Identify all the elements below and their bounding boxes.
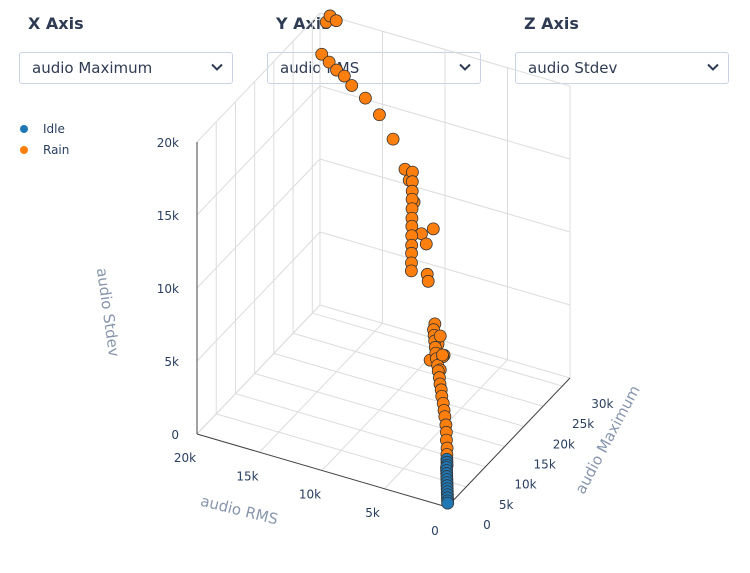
data-point-rain[interactable] xyxy=(421,274,435,288)
y-axis-line xyxy=(196,433,448,508)
x-axis-label: X Axis xyxy=(28,14,84,33)
data-point-rain[interactable] xyxy=(433,329,447,343)
legend-marker-rain xyxy=(20,145,28,154)
y-axis-label: Y Axis xyxy=(276,14,331,33)
y-axis-title: audio RMS xyxy=(199,492,280,529)
z-axis-select-value: audio Stdev xyxy=(528,59,618,77)
x-tick-label: 0 xyxy=(483,518,491,532)
data-point-rain[interactable] xyxy=(426,222,440,236)
z-tick-label: 5k xyxy=(164,355,179,369)
x-tick-label: 5k xyxy=(499,498,514,512)
z-tick-label: 0 xyxy=(171,428,179,442)
y-tick-label: 15k xyxy=(236,469,258,483)
sidewall-gridline-z xyxy=(319,304,571,379)
y-tick-label: 5k xyxy=(365,506,380,520)
data-point-rain[interactable] xyxy=(404,264,418,278)
data-point-rain[interactable] xyxy=(345,79,359,92)
x-tick-label: 20k xyxy=(553,437,575,451)
sidewall-gridline-z xyxy=(319,158,571,233)
data-point-rain[interactable] xyxy=(436,348,449,362)
z-axis-label: Z Axis xyxy=(524,14,579,33)
z-tick-label: 15k xyxy=(157,209,179,223)
data-point-rain[interactable] xyxy=(419,237,433,251)
legend-item-idle[interactable]: Idle xyxy=(14,118,69,139)
backwall-gridline-z xyxy=(196,12,321,143)
x-axis-line xyxy=(446,377,571,508)
y-tick-label: 20k xyxy=(174,451,196,465)
data-point-rain[interactable] xyxy=(322,55,336,69)
sidewall-gridline-z xyxy=(319,12,571,87)
legend-label-idle: Idle xyxy=(43,121,65,136)
x-axis-select-value: audio Maximum xyxy=(32,59,153,77)
chevron-down-icon xyxy=(211,63,223,71)
y-tick-label: 0 xyxy=(431,524,439,538)
tick-layer: 05k10k15k20k25k30k05k10k15k20k05k10k15k2… xyxy=(157,136,614,538)
data-point-rain[interactable] xyxy=(386,132,400,146)
legend-item-rain[interactable]: Rain xyxy=(14,139,69,160)
x-tick-label: 10k xyxy=(514,478,536,492)
backwall-gridline-z xyxy=(196,231,321,362)
y-tick-label: 10k xyxy=(299,488,321,502)
floor-gridline-y xyxy=(259,322,383,453)
sidewall-gridline-z xyxy=(319,231,571,306)
chevron-down-icon xyxy=(459,63,471,71)
data-point-rain[interactable] xyxy=(373,108,386,122)
legend-label-rain: Rain xyxy=(43,142,70,157)
chart-legend: Idle Rain xyxy=(14,118,69,160)
backwall-gridline-z xyxy=(196,85,321,216)
backwall-gridline-z xyxy=(196,304,321,435)
chevron-down-icon xyxy=(707,63,719,71)
x-axis-select[interactable]: audio Maximum xyxy=(19,52,233,84)
data-point-rain[interactable] xyxy=(329,14,343,28)
legend-marker-idle xyxy=(20,124,28,133)
x-tick-label: 15k xyxy=(534,458,556,472)
z-tick-label: 20k xyxy=(157,136,179,150)
z-tick-label: 10k xyxy=(157,282,179,296)
x-tick-label: 30k xyxy=(591,397,613,411)
data-point-rain[interactable] xyxy=(358,91,372,105)
grid-layer xyxy=(196,12,571,508)
z-axis-title: audio Stdev xyxy=(93,267,123,358)
x-tick-label: 25k xyxy=(572,417,594,431)
data-point-rain[interactable] xyxy=(337,69,351,83)
backwall-gridline-z xyxy=(196,158,321,289)
data-point-idle[interactable] xyxy=(441,496,455,510)
z-axis-select[interactable]: audio Stdev xyxy=(515,52,729,84)
data-point-rain[interactable] xyxy=(315,47,329,61)
points-layer xyxy=(315,9,455,510)
